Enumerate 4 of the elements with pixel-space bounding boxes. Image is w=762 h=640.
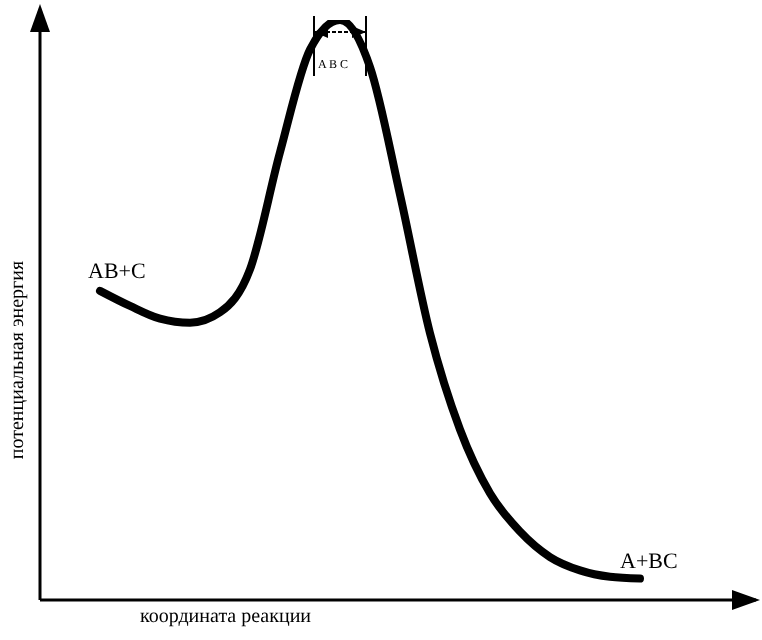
annotation: A+BC: [620, 550, 678, 574]
y-axis-title: потенциальная энергия: [7, 260, 29, 460]
annotation: AB+C: [88, 260, 146, 284]
x-axis-title: координата реакции: [140, 606, 312, 628]
